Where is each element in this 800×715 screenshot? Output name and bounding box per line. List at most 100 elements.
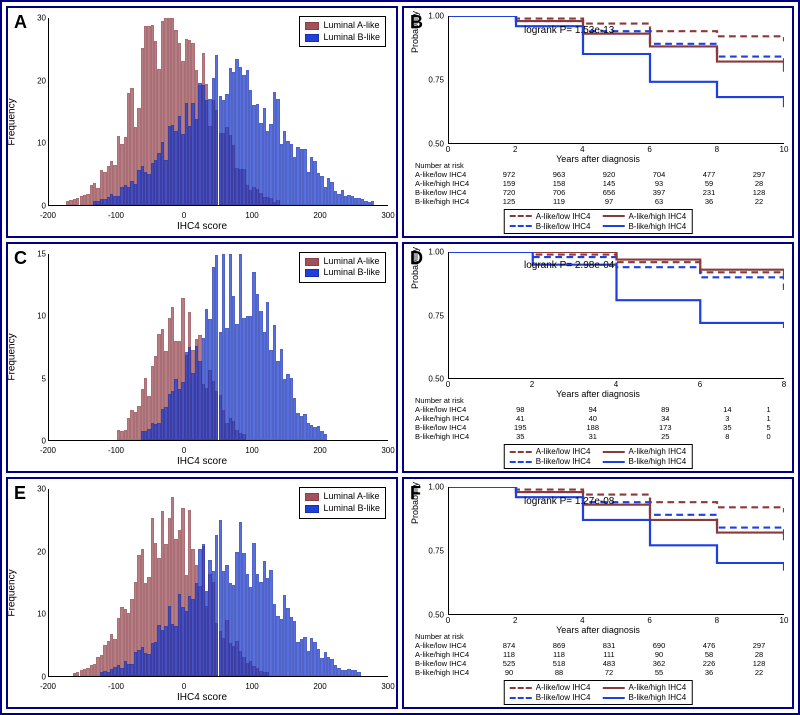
panel-e: EIHC4 scoreFrequency-200-100010020030001… [6, 477, 398, 709]
y-tick: 20 [32, 547, 46, 556]
legend-line [602, 451, 624, 453]
panel-d: D0.500.751.0002468Years after diagnosisP… [402, 242, 794, 474]
risk-cell: 706 [534, 188, 584, 197]
x-tick: 2 [513, 616, 517, 625]
risk-cell: 0 [753, 432, 784, 441]
risk-cell: 35 [702, 423, 754, 432]
risk-cell: 477 [684, 170, 734, 179]
x-tick: -200 [40, 446, 56, 455]
legend-item: Luminal B-like [305, 503, 380, 515]
km-curves [449, 16, 784, 143]
km-plot [448, 16, 784, 144]
y-tick: 30 [32, 485, 46, 494]
risk-row-label: B-like/low IHC4 [414, 423, 484, 432]
risk-cell: 518 [534, 659, 584, 668]
km-legend: A-like/low IHC4A-like/high IHC4B-like/lo… [504, 680, 693, 705]
legend-item: A-like/low IHC4 [510, 447, 591, 456]
risk-cell: 35 [484, 432, 557, 441]
risk-cell: 41 [484, 414, 557, 423]
risk-cell: 159 [484, 179, 534, 188]
legend-item: A-like/high IHC4 [602, 447, 686, 456]
y-tick: 10 [32, 312, 46, 321]
risk-cell: 90 [484, 668, 534, 677]
x-tick: -100 [108, 211, 124, 220]
legend-line [602, 687, 624, 689]
risk-row-label: A-like/low IHC4 [414, 405, 484, 414]
legend-item: A-like/high IHC4 [602, 212, 686, 221]
x-tick: 200 [313, 211, 326, 220]
x-tick: 0 [446, 616, 450, 625]
legend-label: Luminal A-like [323, 491, 379, 503]
legend-swatch [305, 269, 319, 277]
risk-cell: 31 [557, 432, 630, 441]
risk-cell: 226 [684, 659, 734, 668]
risk-cell: 476 [684, 641, 734, 650]
risk-cell: 397 [634, 188, 684, 197]
km-curve-a_high [449, 16, 784, 72]
x-axis-label: IHC4 score [177, 692, 227, 703]
legend-label: Luminal A-like [323, 256, 379, 268]
km-legend: A-like/low IHC4 A-like/high IHC4 B-like/lo… [504, 444, 693, 469]
x-tick: 100 [245, 446, 258, 455]
y-tick: 0.50 [428, 375, 444, 384]
legend-label: A-like/low IHC4 [536, 212, 591, 221]
x-tick: 8 [715, 145, 719, 154]
legend-item: B-like/high IHC4 [602, 457, 686, 466]
risk-cell: 63 [634, 197, 684, 206]
y-tick: 1.00 [428, 247, 444, 256]
risk-cell: 125 [484, 197, 534, 206]
panel-label: D [410, 248, 423, 269]
legend-line [510, 225, 532, 227]
risk-cell: 1 [753, 414, 784, 423]
legend-label: B-like/low IHC4 [536, 457, 591, 466]
legend-label: Luminal B-like [323, 32, 380, 44]
panel-label: B [410, 12, 423, 33]
legend-item: A-like/low IHC4 [510, 212, 591, 221]
risk-cell: 14 [702, 405, 754, 414]
risk-cell: 118 [484, 650, 534, 659]
risk-cell: 28 [734, 179, 784, 188]
km-plot [448, 252, 784, 380]
risk-cell: 55 [634, 668, 684, 677]
legend-item: B-like/low IHC4 [510, 222, 591, 231]
x-tick: 0 [446, 145, 450, 154]
legend-label: Luminal A-like [323, 20, 379, 32]
x-tick: 6 [647, 616, 651, 625]
y-tick: 10 [32, 139, 46, 148]
panel-f: F0.500.751.000246810Years after diagnosi… [402, 477, 794, 709]
risk-header: Number at risk [414, 396, 484, 405]
risk-row-label: A-like/high IHC4 [414, 414, 484, 423]
y-axis-label: Frequency [7, 334, 18, 381]
legend-item: Luminal B-like [305, 32, 380, 44]
panel-a: AIHC4 scoreFrequency-200-100010020030001… [6, 6, 398, 238]
x-tick: 8 [715, 616, 719, 625]
x-tick: 2 [513, 145, 517, 154]
x-tick: 8 [782, 380, 786, 389]
km-plot [448, 487, 784, 615]
legend-line [602, 697, 624, 699]
x-tick: -100 [108, 682, 124, 691]
legend-label: A-like/high IHC4 [628, 212, 686, 221]
histogram-legend: Luminal A-likeLuminal B-like [299, 487, 386, 518]
risk-cell: 173 [629, 423, 702, 432]
km-legend: A-like/low IHC4 A-like/high IHC4 B-like/lo… [504, 209, 693, 234]
legend-line [510, 451, 532, 453]
panel-b: B0.500.751.000246810Years after diagnosi… [402, 6, 794, 238]
x-tick: 0 [182, 682, 186, 691]
risk-cell: 25 [629, 432, 702, 441]
risk-cell: 145 [584, 179, 634, 188]
risk-cell: 90 [634, 650, 684, 659]
legend-label: A-like/high IHC4 [628, 683, 686, 692]
risk-cell: 656 [584, 188, 634, 197]
risk-row-label: B-like/high IHC4 [414, 197, 484, 206]
legend-item: Luminal B-like [305, 267, 380, 279]
y-tick: 0.75 [428, 311, 444, 320]
y-tick: 0.50 [428, 139, 444, 148]
risk-cell: 231 [684, 188, 734, 197]
x-tick: 200 [313, 682, 326, 691]
risk-cell: 111 [584, 650, 634, 659]
legend-line [602, 225, 624, 227]
y-tick: 0.75 [428, 547, 444, 556]
risk-cell: 5 [753, 423, 784, 432]
legend-swatch [305, 34, 319, 42]
